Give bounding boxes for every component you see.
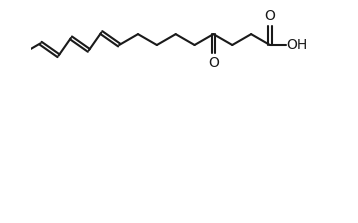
Text: O: O [208,56,219,70]
Text: O: O [265,9,275,23]
Text: OH: OH [286,38,307,52]
